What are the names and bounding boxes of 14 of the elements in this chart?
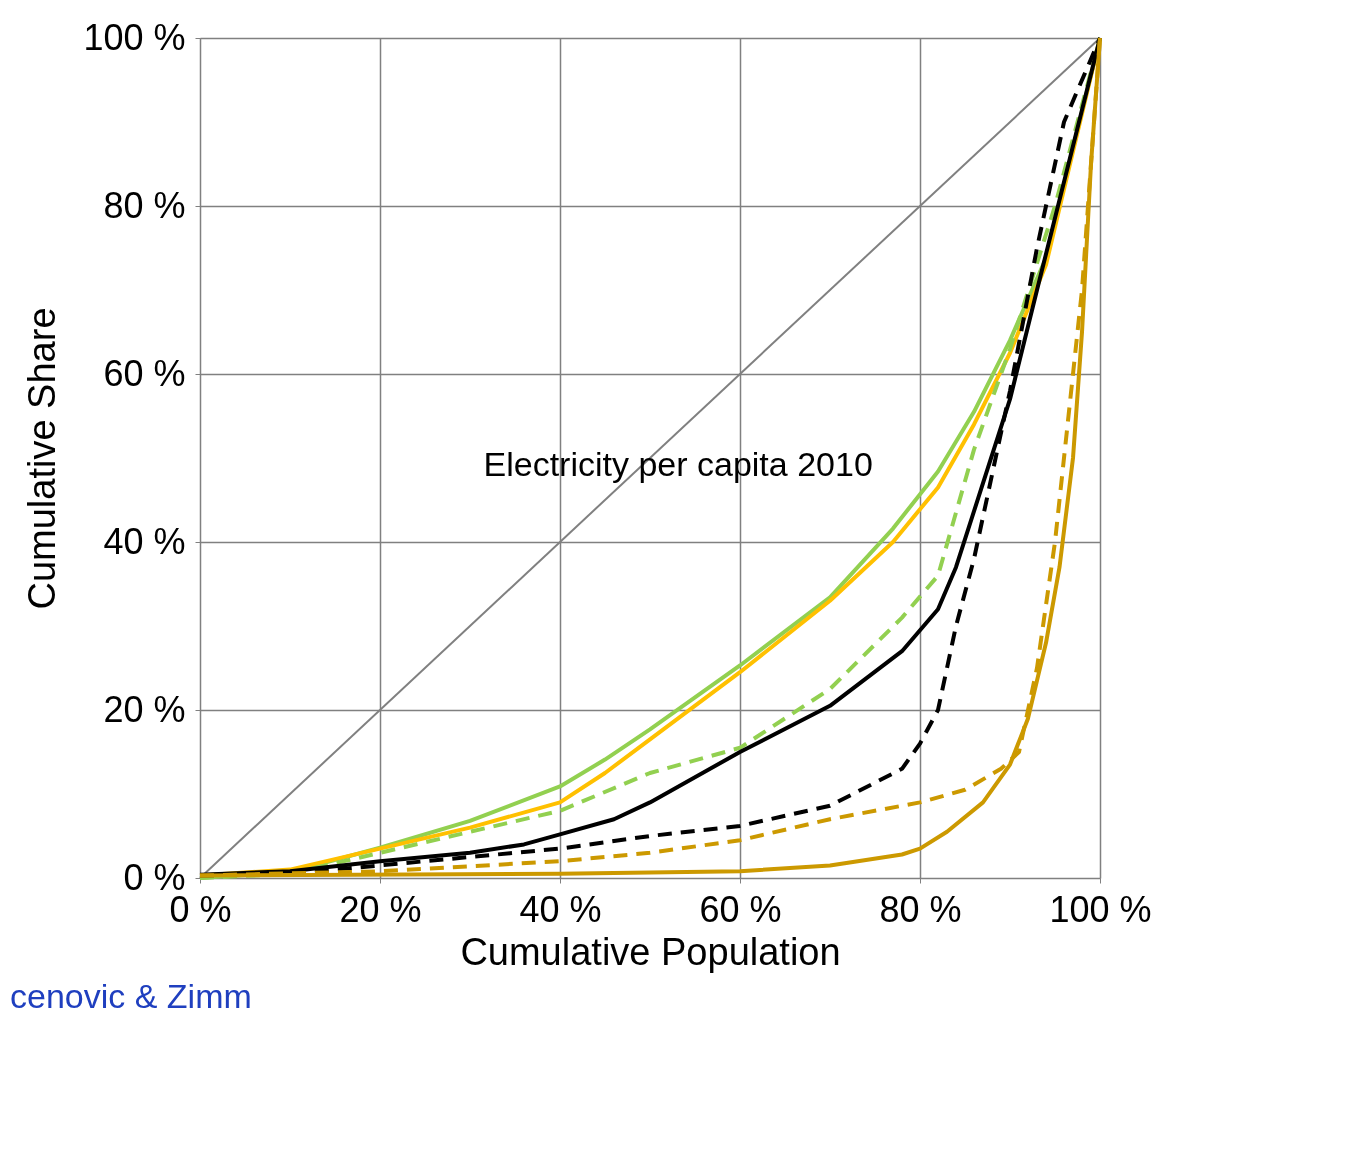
x-tick-label: 40 %	[519, 888, 602, 930]
x-tick-label: 60 %	[699, 888, 782, 930]
y-tick-label: 100 %	[83, 16, 186, 58]
x-tick-label: 20 %	[339, 888, 422, 930]
y-tick-label: 40 %	[103, 520, 186, 562]
annotation: Electricity per capita 2010	[483, 445, 873, 484]
text: cenovic & Zimm	[10, 977, 252, 1015]
y-tick-label: 20 %	[103, 688, 186, 730]
x-tick-label: 80 %	[879, 888, 962, 930]
y-tick-label: 80 %	[103, 184, 186, 226]
y-tick-label: 60 %	[103, 352, 186, 394]
x-axis-title: Cumulative Population	[460, 930, 841, 973]
y-axis-title: Cumulative Share	[21, 307, 64, 610]
x-tick-label: 100 %	[1049, 888, 1152, 930]
